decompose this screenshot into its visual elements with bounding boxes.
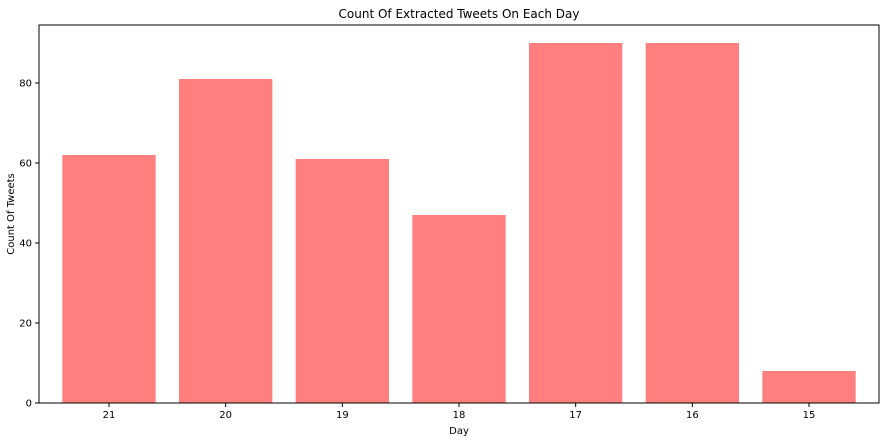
bar-15	[762, 371, 856, 403]
bar-21	[62, 155, 156, 403]
y-tick-label-20: 20	[19, 319, 32, 330]
x-tick-label-21: 21	[103, 410, 116, 421]
x-tick-label-16: 16	[686, 410, 699, 421]
x-tick-label-20: 20	[219, 410, 232, 421]
bar-18	[412, 215, 506, 403]
y-tick-label-60: 60	[19, 159, 32, 170]
bar-16	[645, 43, 739, 403]
bar-20	[179, 79, 273, 403]
bar-17	[529, 43, 623, 403]
y-tick-label-40: 40	[19, 239, 32, 250]
x-tick-label-15: 15	[803, 410, 816, 421]
bar-19	[295, 159, 389, 403]
bars-layer	[62, 43, 856, 403]
x-axis-label: Day	[449, 426, 469, 437]
axes-layer: 21 20 19 18 17 16 15 0 20 40 60 80	[19, 24, 880, 421]
x-tick-label-18: 18	[453, 410, 466, 421]
y-tick-label-0: 0	[26, 399, 32, 410]
y-tick-label-80: 80	[19, 79, 32, 90]
x-tick-label-17: 17	[569, 410, 582, 421]
chart-title: Count Of Extracted Tweets On Each Day	[339, 7, 580, 21]
x-tick-label-19: 19	[336, 410, 349, 421]
y-axis-label: Count Of Tweets	[6, 173, 17, 255]
